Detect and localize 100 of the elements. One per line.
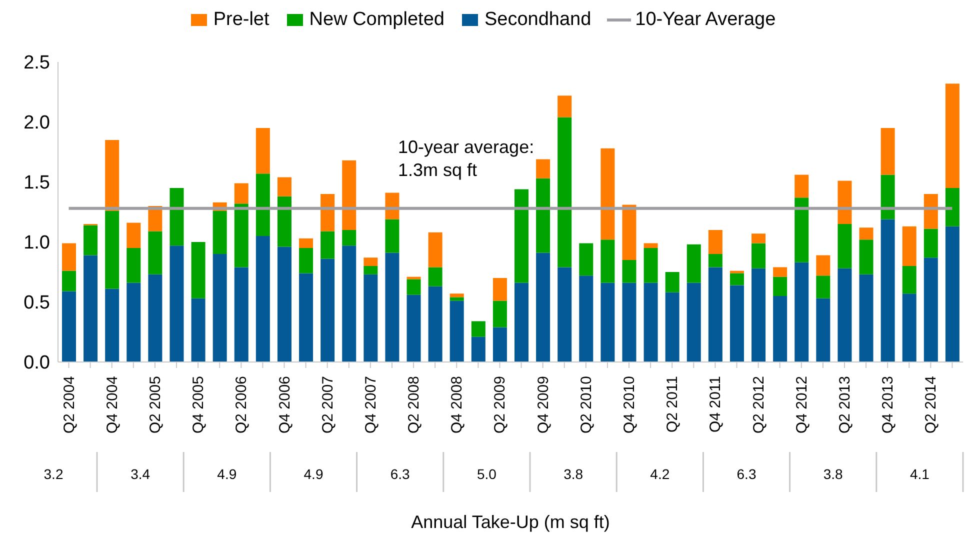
annotation: 10-year average: 1.3m sq ft (398, 136, 534, 182)
bar (212, 210, 227, 254)
bar (277, 246, 292, 362)
bar (320, 194, 335, 232)
y-tick-label: 0.0 (24, 352, 50, 374)
bar (794, 174, 809, 198)
bar (644, 248, 658, 283)
bar (428, 267, 442, 286)
bar (600, 148, 615, 240)
x-tick-label: Q4 2007 (362, 376, 380, 434)
bar (773, 296, 788, 362)
x-tick-label: Q4 2005 (190, 376, 208, 434)
bar (256, 174, 270, 236)
bar (126, 248, 141, 283)
y-tick-label: 2.5 (24, 52, 50, 74)
bar (579, 276, 594, 362)
bar (191, 242, 206, 298)
bar (880, 219, 895, 362)
bar (62, 243, 76, 271)
y-tick-label: 0.5 (24, 292, 50, 314)
bar (450, 294, 464, 298)
x-tick-label: Q2 2012 (750, 376, 768, 434)
text: 3.8 (564, 466, 584, 482)
bar (794, 198, 809, 262)
bar (105, 288, 120, 362)
bar (492, 278, 507, 301)
bar (730, 285, 744, 362)
bar (924, 228, 938, 258)
bar (579, 243, 594, 276)
bar (428, 232, 442, 268)
bar (492, 300, 507, 328)
bar (816, 276, 830, 298)
bar (514, 189, 528, 283)
bar (686, 244, 701, 283)
bar (686, 282, 701, 362)
bar (838, 224, 852, 268)
x-tick-label: Q2 2014 (922, 376, 940, 434)
bar (838, 268, 852, 362)
bar (471, 336, 486, 362)
bar (514, 282, 528, 362)
bar (644, 282, 658, 362)
legend-label: New Completed (309, 9, 444, 31)
bar (622, 204, 636, 260)
bar (191, 298, 206, 362)
bar (364, 266, 378, 274)
bar (320, 231, 335, 259)
bar (234, 204, 248, 268)
bar (256, 236, 270, 362)
bar (364, 258, 378, 266)
bar (256, 128, 270, 174)
bar (924, 258, 938, 362)
text: 6.3 (390, 466, 410, 482)
bar (342, 160, 356, 230)
bar (126, 282, 141, 362)
bar (945, 188, 960, 226)
bar (385, 219, 400, 253)
bar (126, 222, 141, 248)
bar (148, 231, 162, 274)
bar (708, 254, 722, 268)
y-tick-label: 2.0 (24, 112, 50, 134)
bar (364, 274, 378, 362)
bar (902, 294, 916, 362)
bar (816, 298, 830, 362)
bar (492, 327, 507, 362)
bar (902, 266, 916, 294)
text: 4.1 (910, 466, 930, 482)
bar (558, 267, 572, 362)
text: 6.3 (736, 466, 756, 482)
bar (752, 234, 766, 244)
bar (600, 240, 615, 283)
bar (558, 117, 572, 268)
x-tick-label: Q2 2006 (233, 376, 250, 434)
bar (708, 230, 722, 254)
bar (385, 252, 400, 362)
text: 3.2 (44, 466, 64, 482)
bar (234, 183, 248, 204)
bar (170, 188, 184, 246)
bar (428, 286, 442, 362)
bar (752, 268, 766, 362)
text: 3.8 (823, 466, 844, 482)
x-tick-label: Q4 2008 (448, 376, 466, 434)
bar (945, 84, 960, 188)
bar (299, 273, 314, 362)
legend-label: Secondhand (484, 9, 592, 31)
x-tick-label: Q4 2010 (621, 376, 638, 434)
bar (105, 140, 120, 211)
y-tick-label: 1.5 (24, 172, 50, 194)
bar (234, 267, 248, 362)
bar (730, 273, 744, 286)
text: 4.2 (650, 466, 670, 482)
bar (471, 321, 486, 337)
legend-label: Pre-let (213, 9, 270, 31)
bar (924, 194, 938, 229)
bar (342, 230, 356, 246)
bar (945, 226, 960, 362)
x-tick-label: Q4 2012 (793, 376, 810, 434)
bar (277, 196, 292, 247)
bar (773, 276, 788, 296)
bar (105, 210, 120, 289)
bar (708, 267, 722, 362)
